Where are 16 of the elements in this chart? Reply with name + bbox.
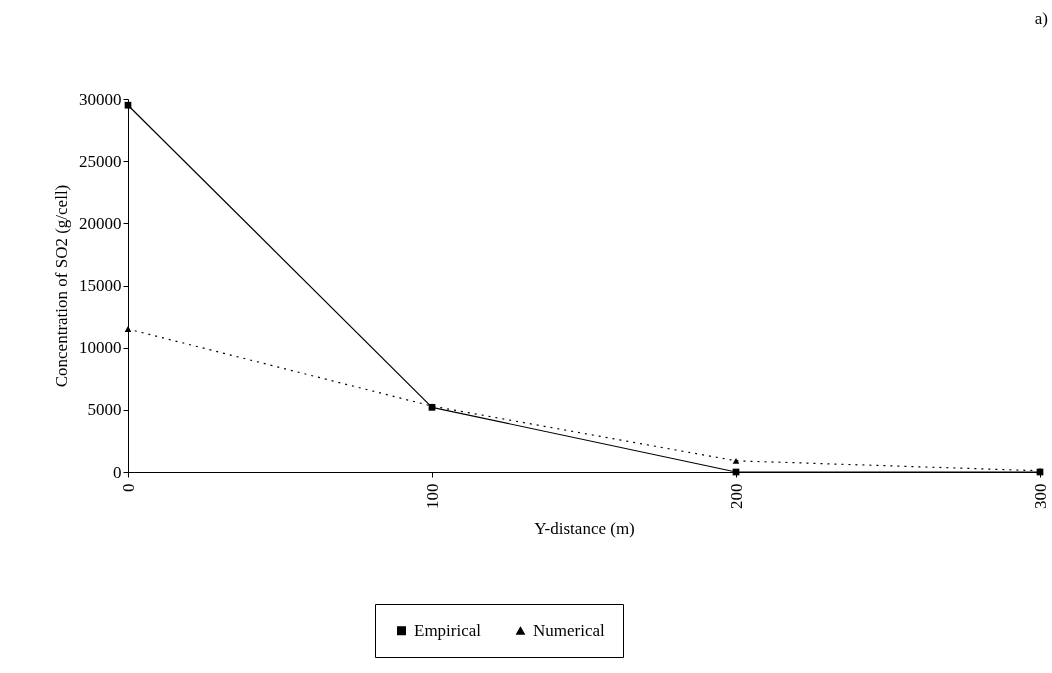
x-tick-label: 0 [118, 483, 138, 492]
y-tick-label: 25000 [79, 151, 122, 171]
y-axis-title: Concentration of SO2 (g/cell) [52, 184, 71, 388]
text: a) [1034, 9, 1048, 28]
legend-label: Empirical [414, 620, 482, 640]
x-tick-label: 200 [726, 483, 746, 509]
y-tick-label: 5000 [87, 400, 122, 420]
x-tick-label: 300 [1030, 483, 1050, 509]
y-tick-label: 0 [113, 462, 122, 482]
y-tick-label: 15000 [79, 276, 122, 295]
legend-label: Numerical [533, 620, 606, 640]
x-axis-title: Y-distance (m) [534, 519, 635, 538]
y-tick-label: 30000 [79, 89, 122, 109]
x-tick-label: 100 [422, 483, 442, 509]
y-tick-label: 10000 [79, 338, 122, 358]
y-tick-label: 20000 [79, 213, 122, 233]
